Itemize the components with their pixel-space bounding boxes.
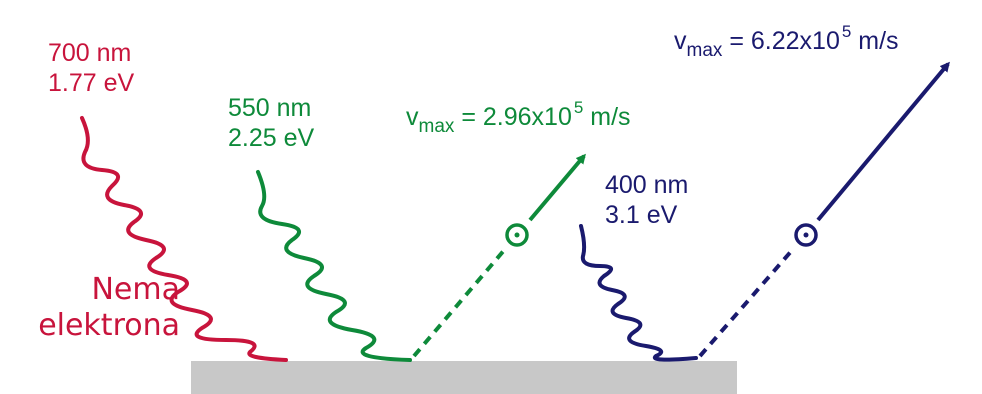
navy-photon-label: 400 nm 3.1 eV — [605, 170, 688, 230]
no-electrons-line1: Nema — [91, 272, 180, 307]
red-photon-wave — [80, 116, 288, 362]
red-wavelength: 700 nm — [48, 39, 132, 67]
navy-v-exp: 5 — [841, 22, 852, 41]
green-energy: 2.25 eV — [228, 124, 315, 152]
navy-v: v — [674, 27, 687, 55]
green-electron-arrow — [528, 153, 586, 222]
navy-electron-arrow — [816, 61, 950, 222]
green-v-unit: m/s — [583, 103, 631, 131]
green-v-eq: = 2.96x10 — [454, 103, 572, 131]
green-electron-dashed-path — [412, 246, 508, 358]
navy-v-eq: = 6.22x10 — [722, 27, 840, 55]
green-v-exp: 5 — [573, 98, 584, 117]
no-electrons-line2: elektrona — [38, 308, 180, 343]
navy-v-unit: m/s — [851, 27, 899, 55]
no-electrons-label: Nema elektrona — [12, 272, 180, 344]
navy-photon-wave — [579, 224, 698, 362]
red-energy: 1.77 eV — [48, 69, 135, 97]
navy-velocity-label: vmax = 6.22x10 5 m/s — [674, 22, 899, 61]
green-wavelength: 550 nm — [228, 94, 312, 122]
green-photon-label: 550 nm 2.25 eV — [228, 93, 314, 153]
green-v: v — [406, 103, 419, 131]
green-velocity-label: vmax = 2.96x10 5 m/s — [406, 98, 631, 137]
navy-v-sub: max — [686, 40, 723, 61]
navy-electron-dashed-path — [698, 246, 796, 358]
green-v-sub: max — [418, 116, 455, 137]
navy-electron-dot — [803, 232, 809, 238]
red-photon-label: 700 nm 1.77 eV — [48, 38, 134, 98]
metal-plate — [191, 361, 737, 394]
green-photon-wave — [256, 170, 412, 362]
navy-wavelength: 400 nm — [605, 171, 689, 199]
navy-energy: 3.1 eV — [605, 201, 678, 229]
green-electron-dot — [514, 232, 520, 238]
